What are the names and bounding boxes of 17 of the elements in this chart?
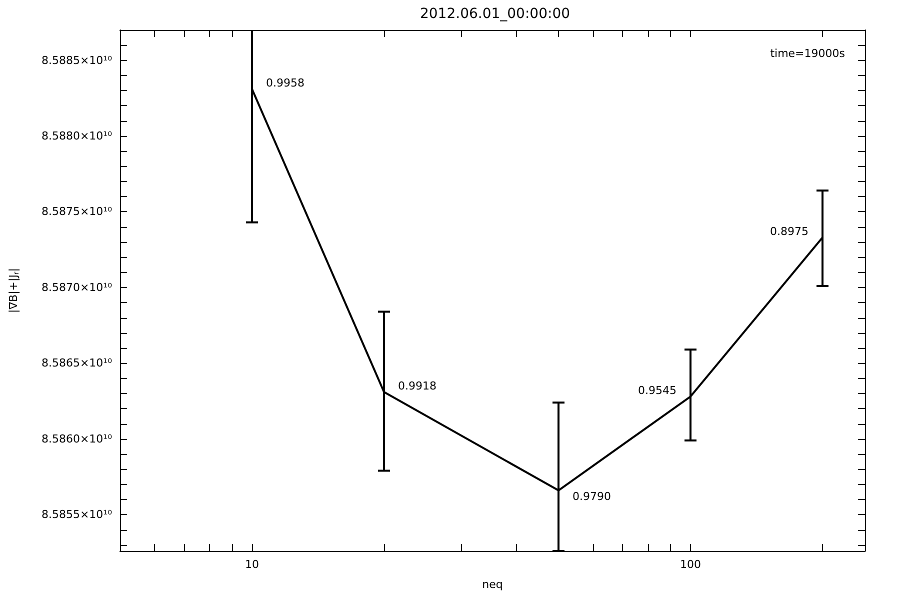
annotation: 0.9918: [398, 379, 437, 392]
y-tick-label: 8.5880×10¹⁰: [41, 130, 113, 143]
annotation: time=19000s: [770, 47, 846, 60]
y-tick-label: 8.5860×10¹⁰: [41, 432, 113, 446]
annotation: 0.9545: [638, 384, 677, 398]
chart-title: 2012.06.01_00:00:00: [420, 6, 570, 22]
annotation: 0.8975: [770, 224, 809, 238]
x-tick-label: 10: [245, 558, 259, 571]
annotation: 0.9790: [572, 490, 611, 503]
y-tick-label: 8.5885×10¹⁰: [41, 54, 113, 67]
annotation: 0.9958: [266, 76, 304, 90]
y-tick-label: 8.5875×10¹⁰: [41, 205, 113, 218]
x-tick-label: 100: [680, 558, 702, 571]
y-tick-label: 8.5870×10¹⁰: [41, 280, 113, 294]
y-tick-label: 8.5855×10¹⁰: [41, 508, 113, 522]
y-tick-label: 8.5865×10¹⁰: [41, 356, 113, 370]
x-axis-title: neq: [482, 578, 503, 591]
